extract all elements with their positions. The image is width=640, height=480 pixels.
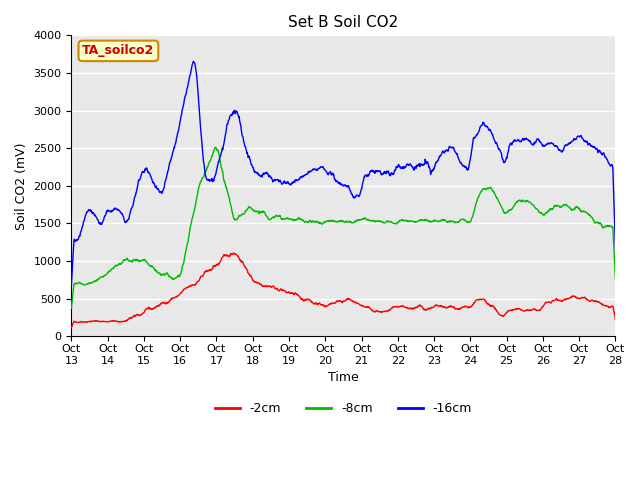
Y-axis label: Soil CO2 (mV): Soil CO2 (mV) <box>15 142 28 229</box>
Legend: -2cm, -8cm, -16cm: -2cm, -8cm, -16cm <box>210 397 477 420</box>
X-axis label: Time: Time <box>328 371 359 384</box>
Title: Set B Soil CO2: Set B Soil CO2 <box>288 15 399 30</box>
Text: TA_soilco2: TA_soilco2 <box>83 44 154 58</box>
